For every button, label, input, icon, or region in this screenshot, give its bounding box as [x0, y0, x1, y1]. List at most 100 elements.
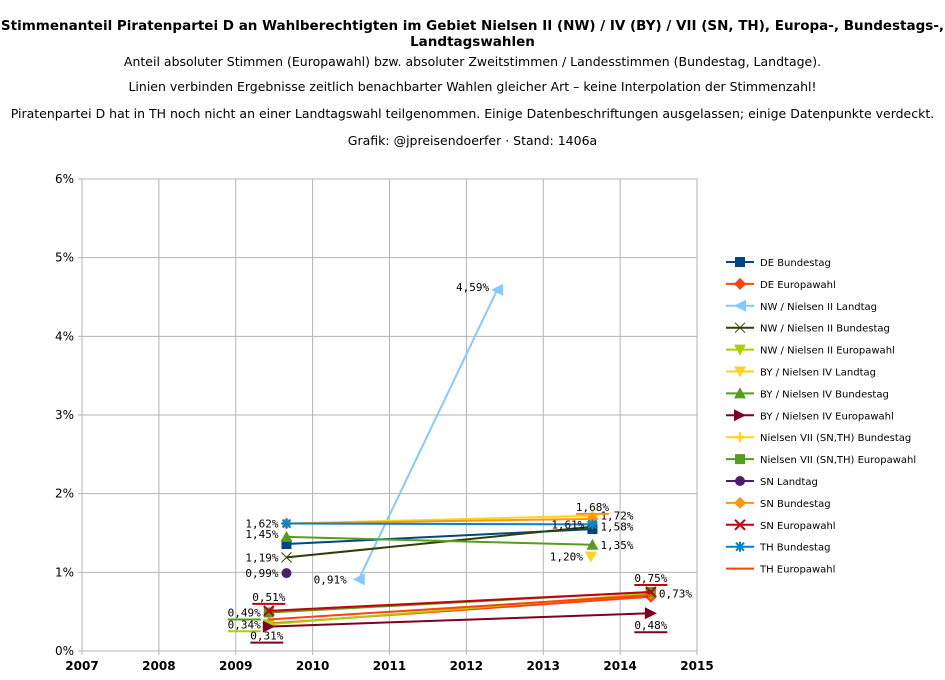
data-label: 0,73%: [659, 588, 692, 601]
data-label: 4,59%: [456, 281, 489, 294]
data-label: 0,31%: [250, 630, 283, 643]
data-point: [281, 539, 292, 550]
data-label: 1,68%: [576, 501, 609, 514]
x-tick-label: 2015: [680, 659, 713, 673]
subtitle-line-3: Piratenpartei D hat in TH noch nicht an …: [10, 106, 935, 121]
data-point: [586, 538, 599, 550]
subtitle-line-4: Grafik: @jpreisendoerfer · Stand: 1406a: [347, 133, 598, 148]
data-label: 0,34%: [228, 618, 261, 631]
y-tick-label: 6%: [55, 172, 74, 186]
legend-label: SN Europawahl: [760, 521, 836, 532]
x-tick-label: 2010: [296, 659, 329, 673]
legend-swatch-marker: [735, 541, 745, 552]
legend-label: NW / Nielsen II Europawahl: [760, 346, 895, 357]
series-line: [268, 612, 651, 628]
legend-swatch-marker: [734, 387, 746, 399]
series-line: [286, 525, 593, 559]
data-label: 0,51%: [252, 591, 285, 604]
data-point: [587, 519, 598, 530]
data-point: [491, 283, 504, 296]
data-label: 1,19%: [245, 551, 278, 564]
data-label: 1,62%: [245, 518, 278, 531]
series-line: [286, 535, 593, 546]
y-tick-label: 3%: [55, 408, 74, 422]
data-label: 0,49%: [228, 606, 261, 619]
data-label: 1,35%: [600, 539, 633, 552]
legend-label: TH Europawahl: [759, 565, 835, 576]
legend-item: NW / Nielsen II Landtag: [726, 299, 877, 313]
legend-swatch-marker: [734, 519, 746, 531]
data-label: 1,61%: [551, 518, 584, 531]
x-tick-label: 2014: [603, 659, 636, 673]
y-tick-label: 0%: [55, 644, 74, 658]
data-label: 1,20%: [550, 551, 583, 564]
legend-label: NW / Nielsen II Landtag: [760, 302, 877, 313]
series-6: [584, 551, 597, 563]
legend-swatch-marker: [734, 496, 746, 509]
legend-item: TH Europawahl: [726, 565, 835, 576]
legend-label: BY / Nielsen IV Europawahl: [760, 411, 894, 422]
data-point: [263, 607, 274, 618]
series-layer: [262, 283, 657, 633]
data-point: [644, 607, 657, 620]
series-11: [281, 568, 292, 579]
data-point: [584, 551, 597, 563]
data-point: [280, 530, 293, 542]
legend-label: BY / Nielsen IV Bundestag: [760, 389, 889, 400]
legend-item: Nielsen VII (SN,TH) Europawahl: [726, 454, 916, 466]
data-point: [263, 605, 275, 617]
series-7: [280, 530, 599, 550]
legend-item: DE Europawahl: [726, 277, 836, 291]
x-tick-label: 2012: [450, 659, 483, 673]
legend-item: TH Bundestag: [726, 541, 830, 554]
legend-label: SN Landtag: [760, 477, 818, 488]
data-label: 0,91%: [314, 573, 347, 586]
legend-item: Nielsen VII (SN,TH) Bundestag: [726, 432, 911, 444]
data-point: [352, 573, 365, 586]
x-tick-label: 2008: [142, 659, 175, 673]
data-point: [281, 552, 292, 563]
data-label: 0,48%: [634, 619, 667, 632]
legend-swatch-marker: [734, 322, 746, 334]
legend-label: TH Bundestag: [759, 543, 830, 554]
y-tick-label: 4%: [55, 329, 74, 343]
x-tick-label: 2009: [219, 659, 252, 673]
data-point: [281, 518, 292, 529]
legend-label: Nielsen VII (SN,TH) Bundestag: [760, 433, 911, 444]
data-labels: 0,91% 4,59% 1,19% 1,58% 0,34% 0,73% 1,20% 1,45%…: [228, 281, 692, 644]
legend-swatch-marker: [735, 257, 745, 267]
legend-swatch-marker: [734, 277, 746, 290]
legend-item: SN Bundestag: [726, 496, 831, 510]
series-line: [268, 591, 651, 612]
legend-item: DE Bundestag: [726, 257, 831, 269]
legend-item: BY / Nielsen IV Bundestag: [726, 387, 889, 400]
legend-swatch-marker: [735, 432, 745, 443]
legend-item: SN Europawahl: [726, 519, 836, 532]
y-tick-label: 5%: [55, 251, 74, 265]
data-point: [281, 568, 292, 579]
subtitle-line-2: Linien verbinden Ergebnisse zeitlich ben…: [128, 79, 817, 94]
x-tick-label: 2013: [527, 659, 560, 673]
legend-swatch-marker: [735, 454, 745, 465]
legend-label: DE Europawahl: [760, 280, 836, 291]
legend-label: NW / Nielsen II Bundestag: [760, 324, 890, 335]
data-label: 1,45%: [245, 528, 278, 541]
legend-item: NW / Nielsen II Bundestag: [726, 322, 890, 335]
legend-swatch-marker: [734, 409, 746, 422]
series-15: [268, 594, 651, 621]
legend-label: DE Bundestag: [760, 258, 831, 269]
legend-item: BY / Nielsen IV Landtag: [726, 366, 876, 379]
series-14: [281, 518, 598, 530]
legend-label: BY / Nielsen IV Landtag: [760, 368, 876, 379]
legend-label: SN Bundestag: [760, 499, 831, 510]
y-tick-label: 1%: [55, 565, 74, 579]
series-line: [286, 522, 593, 526]
series-line: [357, 289, 499, 580]
legend-swatch-marker: [734, 344, 746, 356]
data-point: [262, 620, 275, 633]
legend-swatch-marker: [734, 366, 746, 378]
series-line: [268, 594, 651, 621]
data-label: 1,58%: [600, 521, 633, 534]
legend: DE Bundestag DE Europawahl NW / Nielsen II…: [726, 257, 916, 576]
